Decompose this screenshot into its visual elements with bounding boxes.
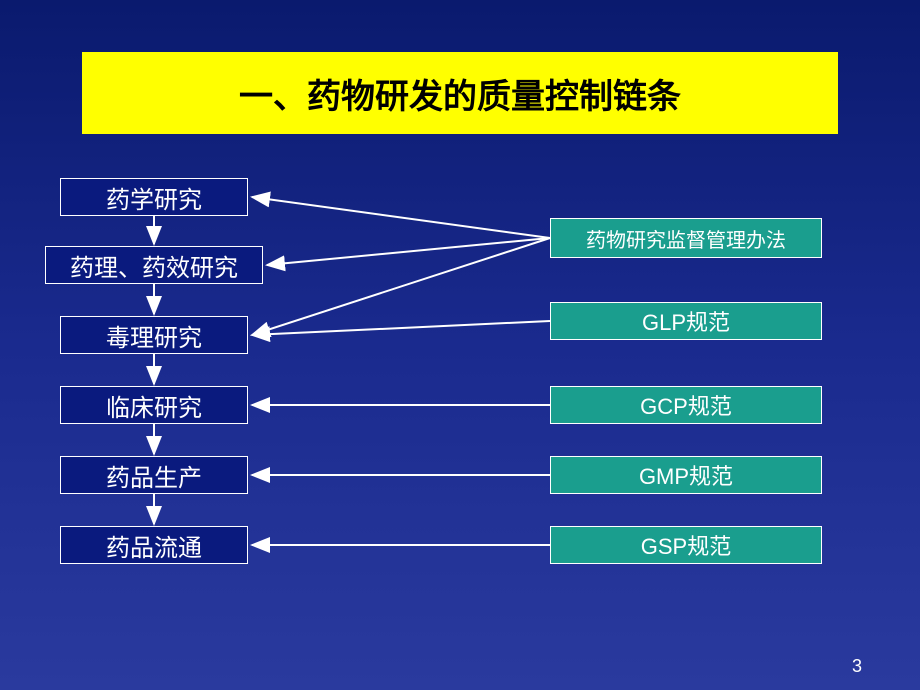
process-box-6: 药品流通 xyxy=(60,526,248,564)
process-box-4: 临床研究 xyxy=(60,386,248,424)
page-number-text: 3 xyxy=(852,656,862,676)
process-box-3: 毒理研究 xyxy=(60,316,248,354)
regulation-box-3: GCP规范 xyxy=(550,386,822,424)
process-box-2: 药理、药效研究 xyxy=(45,246,263,284)
process-box-1: 药学研究 xyxy=(60,178,248,216)
slide-title: 一、药物研发的质量控制链条 xyxy=(82,52,838,134)
regulation-box-1: 药物研究监督管理办法 xyxy=(550,218,822,258)
regulation-box-5: GSP规范 xyxy=(550,526,822,564)
regulation-box-2: GLP规范 xyxy=(550,302,822,340)
regulation-box-4: GMP规范 xyxy=(550,456,822,494)
slide-title-text: 一、药物研发的质量控制链条 xyxy=(239,69,681,118)
process-box-1-label: 药学研究 xyxy=(106,180,202,215)
process-box-5: 药品生产 xyxy=(60,456,248,494)
page-number: 3 xyxy=(852,656,862,677)
regulation-box-5-label: GSP规范 xyxy=(641,529,731,561)
process-box-3-label: 毒理研究 xyxy=(106,318,202,353)
process-box-4-label: 临床研究 xyxy=(106,388,202,423)
regulation-box-1-label: 药物研究监督管理办法 xyxy=(586,224,786,253)
process-box-5-label: 药品生产 xyxy=(106,458,202,493)
regulation-box-3-label: GCP规范 xyxy=(640,389,732,421)
regulation-box-4-label: GMP规范 xyxy=(639,459,733,491)
process-box-2-label: 药理、药效研究 xyxy=(70,248,238,283)
regulation-box-2-label: GLP规范 xyxy=(642,305,730,337)
process-box-6-label: 药品流通 xyxy=(106,528,202,563)
